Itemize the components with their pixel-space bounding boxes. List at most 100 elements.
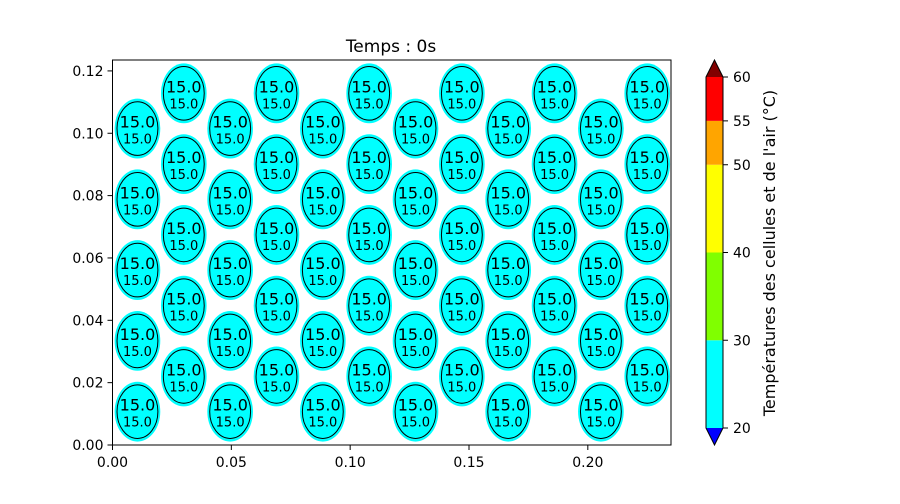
cell-4-1: 15.015.0 bbox=[300, 310, 346, 371]
cell-2-3: 15.015.0 bbox=[207, 169, 253, 230]
air-disc bbox=[624, 204, 671, 265]
air-temp-label: 15.0 bbox=[216, 416, 245, 431]
air-temp-label: 15.0 bbox=[540, 97, 569, 112]
air-temp-label: 15.0 bbox=[169, 97, 198, 112]
air-disc bbox=[160, 346, 207, 407]
air-temp-label: 15.0 bbox=[123, 416, 152, 431]
cell-outline bbox=[348, 207, 391, 263]
cell-outline bbox=[348, 278, 391, 333]
air-temp-label: 15.0 bbox=[123, 203, 152, 218]
cell-temp-label: 15.0 bbox=[490, 254, 526, 273]
air-temp-label: 15.0 bbox=[540, 239, 569, 254]
cell-temp-label: 15.0 bbox=[351, 148, 387, 167]
cell-outline bbox=[116, 242, 159, 298]
air-disc bbox=[207, 310, 253, 371]
y-tick-label: 0.12 bbox=[72, 64, 103, 80]
cell-outline bbox=[301, 172, 344, 227]
air-disc bbox=[531, 63, 578, 124]
air-disc bbox=[160, 134, 207, 195]
air-disc bbox=[485, 310, 532, 371]
air-disc bbox=[300, 98, 346, 159]
cell-5-2: 15.015.0 bbox=[346, 204, 392, 265]
air-disc bbox=[114, 381, 161, 442]
cell-outline bbox=[626, 349, 669, 404]
colorbar: 20 30 40 50 55 60 bbox=[705, 58, 751, 447]
cell-outline bbox=[255, 349, 298, 404]
cell-outline bbox=[301, 101, 344, 156]
air-disc bbox=[392, 381, 439, 442]
cell-temp-label: 15.0 bbox=[259, 148, 295, 167]
cell-9-0: 15.015.0 bbox=[531, 346, 578, 407]
cell-temp-label: 15.0 bbox=[212, 254, 248, 273]
cell-temp-label: 15.0 bbox=[305, 325, 341, 344]
cell-3-3: 15.015.0 bbox=[253, 134, 300, 195]
cell-0-4: 15.015.0 bbox=[114, 98, 161, 159]
air-disc bbox=[253, 204, 300, 265]
cell-temp-label: 15.0 bbox=[120, 396, 156, 415]
cell-outline bbox=[394, 313, 437, 369]
air-temp-label: 15.0 bbox=[308, 133, 337, 148]
cell-6-4: 15.015.0 bbox=[392, 98, 439, 159]
cell-9-2: 15.015.0 bbox=[531, 204, 578, 265]
cell-outline bbox=[162, 136, 205, 192]
air-temp-label: 15.0 bbox=[169, 168, 198, 183]
air-temp-label: 15.0 bbox=[494, 274, 523, 289]
cell-temp-label: 15.0 bbox=[212, 325, 248, 344]
cell-temp-label: 15.0 bbox=[583, 113, 619, 132]
cell-outline bbox=[394, 172, 437, 227]
cell-outline bbox=[626, 278, 669, 333]
cell-outline bbox=[533, 278, 576, 333]
cell-temp-label: 15.0 bbox=[583, 254, 619, 273]
cell-6-0: 15.015.0 bbox=[392, 381, 439, 442]
cell-3-4: 15.015.0 bbox=[253, 63, 300, 124]
cell-outline bbox=[533, 136, 576, 192]
air-temp-label: 15.0 bbox=[262, 239, 291, 254]
air-temp-label: 15.0 bbox=[447, 310, 476, 325]
chart-title: Temps : 0s bbox=[345, 37, 437, 57]
air-disc bbox=[439, 346, 485, 407]
air-disc bbox=[160, 204, 207, 265]
cell-1-1: 15.015.0 bbox=[160, 275, 207, 336]
y-tick-label: 0.10 bbox=[72, 126, 103, 142]
cell-outline bbox=[209, 242, 252, 298]
cell-outline bbox=[626, 207, 669, 263]
air-disc bbox=[253, 134, 300, 195]
air-disc bbox=[485, 169, 532, 230]
air-disc bbox=[114, 240, 161, 301]
air-temp-label: 15.0 bbox=[355, 239, 384, 254]
cell-5-0: 15.015.0 bbox=[346, 346, 392, 407]
cell-outline bbox=[209, 384, 252, 439]
air-disc bbox=[439, 275, 485, 336]
cell-temp-label: 15.0 bbox=[629, 360, 665, 379]
cell-10-1: 15.015.0 bbox=[578, 310, 624, 371]
air-disc bbox=[207, 381, 253, 442]
air-disc bbox=[300, 381, 346, 442]
cell-temp-label: 15.0 bbox=[583, 183, 619, 202]
cell-temp-label: 15.0 bbox=[629, 148, 665, 167]
cell-outline bbox=[162, 207, 205, 263]
cell-temp-label: 15.0 bbox=[444, 290, 480, 309]
cell-temp-label: 15.0 bbox=[259, 219, 295, 238]
cell-outline bbox=[579, 172, 622, 227]
cell-outline bbox=[209, 313, 252, 369]
cell-outline bbox=[162, 66, 205, 121]
air-temp-label: 15.0 bbox=[633, 310, 662, 325]
air-disc bbox=[439, 134, 485, 195]
cell-outline bbox=[394, 242, 437, 298]
cell-outline bbox=[301, 384, 344, 439]
air-temp-label: 15.0 bbox=[447, 97, 476, 112]
cell-outline bbox=[487, 242, 530, 298]
cell-temp-label: 15.0 bbox=[166, 219, 202, 238]
air-disc bbox=[114, 98, 161, 159]
cell-temp-label: 15.0 bbox=[212, 183, 248, 202]
cell-outline bbox=[440, 207, 483, 263]
y-tick-label: 0.04 bbox=[72, 313, 103, 329]
cell-temp-label: 15.0 bbox=[490, 396, 526, 415]
cell-11-3: 15.015.0 bbox=[624, 134, 671, 195]
air-disc bbox=[624, 134, 671, 195]
air-temp-label: 15.0 bbox=[169, 310, 198, 325]
air-temp-label: 15.0 bbox=[494, 203, 523, 218]
cell-outline bbox=[255, 207, 298, 263]
cell-0-1: 15.015.0 bbox=[114, 310, 161, 371]
